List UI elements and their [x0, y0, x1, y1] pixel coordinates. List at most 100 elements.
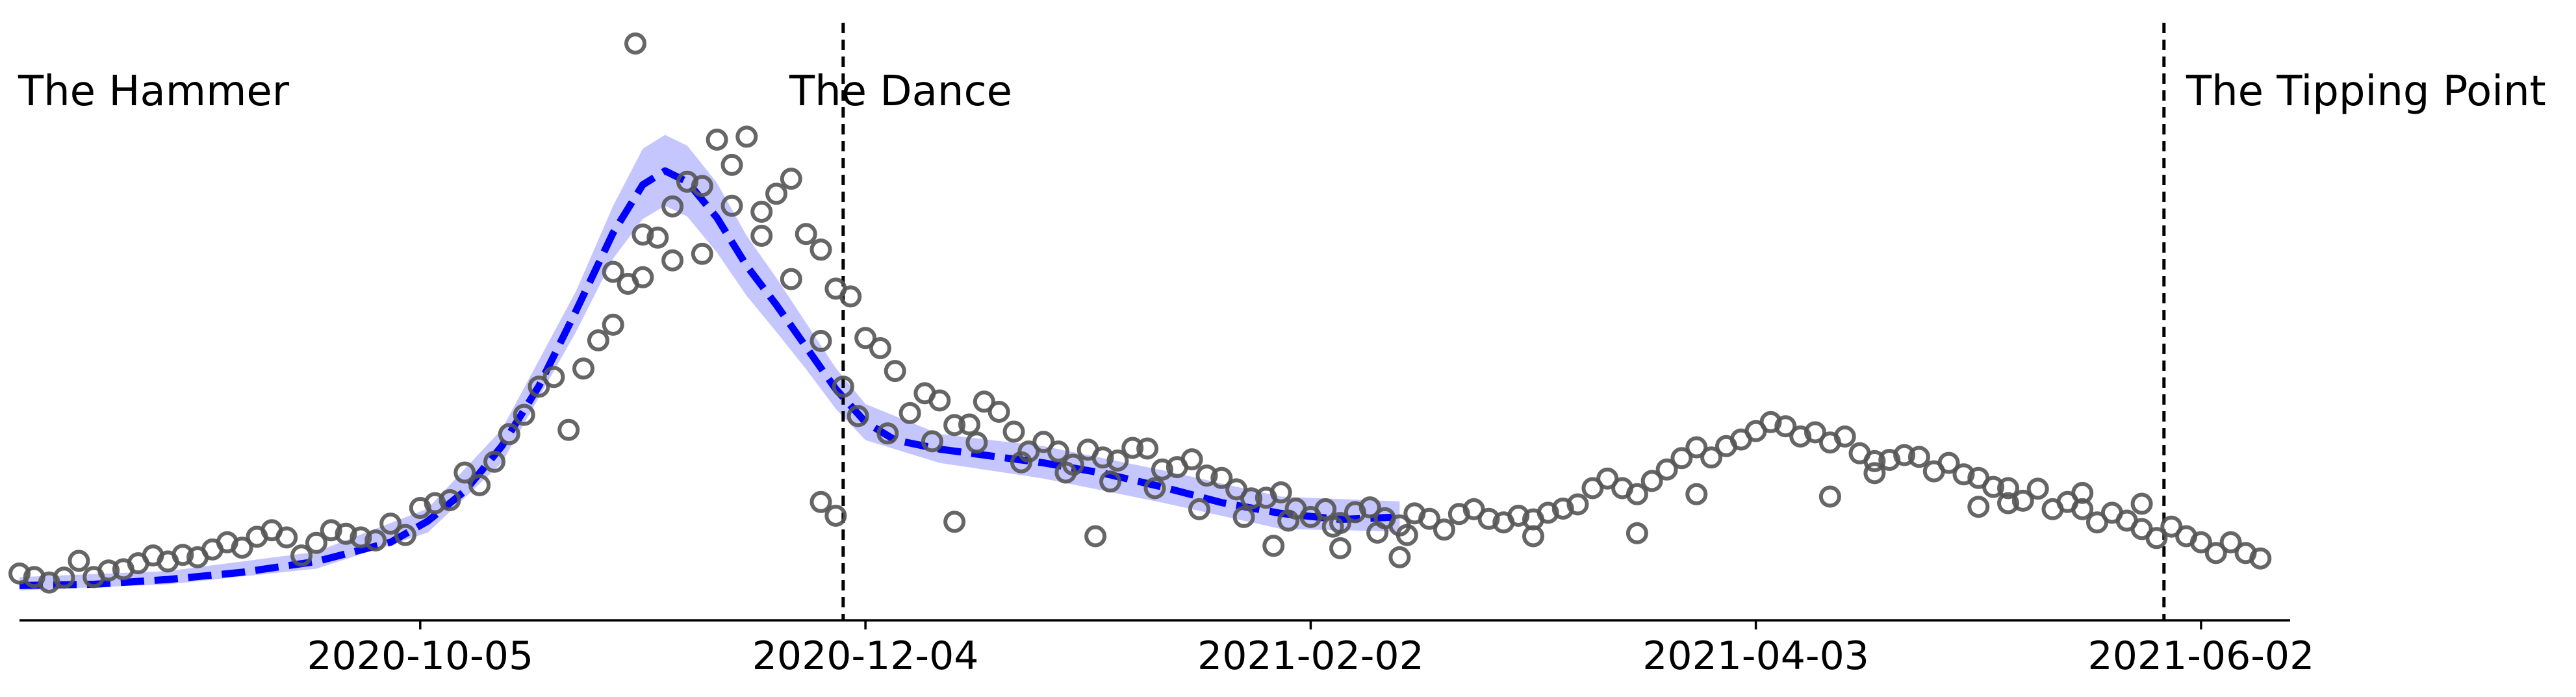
data-point — [899, 401, 921, 424]
data-point — [2204, 542, 2227, 564]
data-point — [1581, 477, 1604, 500]
data-point — [691, 175, 713, 197]
data-point — [1863, 462, 1886, 485]
data-point — [394, 524, 416, 546]
data-point — [921, 430, 943, 453]
data-point — [832, 375, 854, 398]
data-point — [305, 531, 327, 554]
data-point — [1596, 467, 1619, 490]
data-point — [602, 313, 624, 336]
x-tick-label: 2020-10-05 — [307, 633, 533, 679]
data-point — [172, 544, 194, 566]
data-point — [735, 125, 758, 148]
x-tick-label: 2020-12-04 — [752, 633, 979, 679]
data-point — [1759, 411, 1782, 433]
data-point — [424, 492, 446, 514]
x-tick-label: 2021-02-02 — [1197, 633, 1424, 679]
data-point — [602, 260, 624, 283]
data-point — [498, 423, 520, 446]
data-point — [1136, 437, 1159, 460]
data-point — [631, 266, 654, 288]
data-point — [1054, 461, 1077, 484]
data-point — [1433, 518, 1455, 541]
data-point — [721, 194, 743, 217]
data-point — [1418, 507, 1441, 530]
data-point — [1091, 446, 1114, 469]
data-point — [1143, 477, 1166, 500]
data-point — [928, 389, 951, 412]
data-point — [965, 431, 988, 454]
data-point — [824, 505, 847, 527]
data-point — [1002, 420, 1025, 443]
data-point — [780, 168, 802, 190]
data-point — [2160, 515, 2183, 538]
data-point — [1626, 483, 1648, 505]
data-point — [1818, 485, 1841, 508]
data-point — [706, 129, 728, 151]
data-point — [1084, 525, 1107, 548]
data-point — [513, 403, 535, 426]
data-point — [1952, 463, 1975, 486]
data-point — [765, 183, 787, 205]
data-point — [1789, 425, 1812, 448]
data-point — [1032, 431, 1055, 453]
data-point — [379, 513, 402, 535]
data-point — [795, 223, 817, 246]
data-point — [557, 418, 580, 441]
data-point — [958, 413, 980, 436]
data-point — [1010, 451, 1032, 474]
annotation-the-dance: The Dance — [789, 68, 1012, 116]
data-point — [1685, 436, 1708, 459]
x-tick-label: 2021-04-03 — [1642, 633, 1869, 679]
data-point — [2011, 489, 2034, 512]
data-point — [1388, 546, 1411, 568]
data-point — [854, 327, 877, 349]
data-point — [780, 268, 802, 290]
data-point — [1047, 440, 1069, 463]
data-point — [2189, 531, 2212, 553]
data-point — [2219, 531, 2242, 553]
data-point — [1655, 458, 1678, 481]
data-point — [810, 490, 832, 513]
data-point — [1967, 496, 1990, 518]
data-point — [1670, 447, 1693, 470]
data-point — [839, 285, 862, 308]
data-point — [691, 242, 713, 265]
data-point — [483, 450, 505, 473]
data-point — [750, 225, 773, 247]
data-point — [364, 529, 387, 551]
data-point — [810, 238, 832, 261]
data-point — [1314, 498, 1337, 520]
fitted-curve-line — [19, 167, 1400, 589]
data-point — [335, 522, 357, 545]
data-point — [943, 511, 966, 533]
data-point — [572, 357, 594, 380]
data-point — [661, 195, 684, 218]
data-point — [53, 566, 75, 589]
data-point — [1269, 481, 1292, 503]
data-point — [542, 366, 565, 388]
data-point — [1106, 450, 1129, 472]
data-point — [1477, 507, 1500, 530]
data-point — [1700, 446, 1723, 469]
data-point — [231, 537, 253, 559]
fitted-curve — [19, 167, 1400, 589]
data-point — [1240, 487, 1262, 510]
data-point — [1462, 498, 1485, 520]
data-point — [1804, 421, 1826, 444]
data-point — [68, 550, 90, 572]
data-point — [1566, 493, 1589, 516]
data-point — [1180, 448, 1203, 471]
data-point — [1321, 515, 1344, 538]
data-point — [1188, 498, 1210, 520]
data-point — [646, 226, 669, 249]
data-point — [2249, 547, 2272, 570]
data-point — [624, 32, 646, 55]
data-point — [2086, 511, 2108, 534]
data-point — [1151, 458, 1173, 481]
data-point — [943, 414, 966, 437]
data-point — [1358, 496, 1381, 519]
data-point — [1982, 475, 2005, 498]
data-point — [869, 337, 891, 359]
data-point — [275, 526, 298, 549]
